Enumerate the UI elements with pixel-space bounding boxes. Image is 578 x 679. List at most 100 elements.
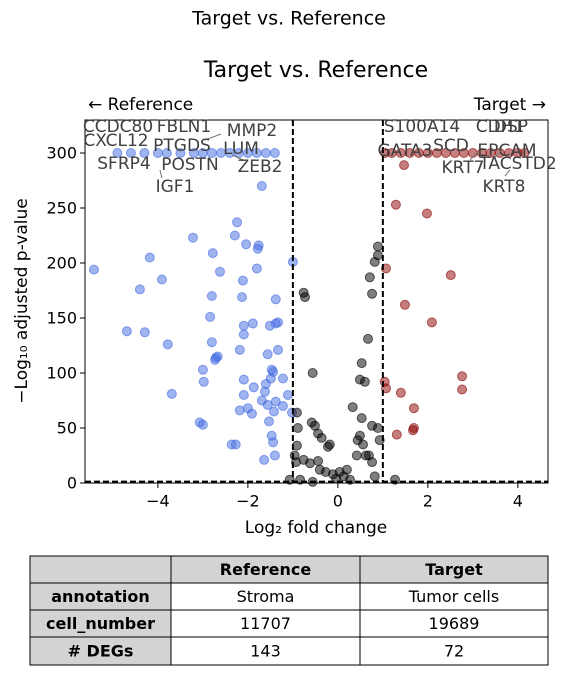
point: [307, 368, 318, 378]
point: [237, 275, 248, 286]
point: [253, 240, 264, 251]
gene-label: SFRP4: [97, 154, 150, 174]
table: Reference Target annotation Stroma Tumor cel…: [29, 555, 549, 666]
point: [369, 471, 380, 482]
x-tick-label: 4: [513, 492, 523, 511]
point: [166, 388, 177, 399]
point: [364, 272, 375, 283]
point: [256, 395, 267, 406]
table-text: 11707: [240, 614, 291, 633]
point: [354, 430, 365, 441]
point: [367, 457, 378, 468]
point: [395, 387, 406, 398]
point: [467, 148, 478, 158]
leader-line: [231, 154, 244, 161]
point: [391, 429, 402, 440]
point: [268, 406, 279, 417]
leader-line: [204, 133, 222, 141]
gene-label: SCD: [433, 136, 469, 156]
gene-label: KRT8: [483, 177, 526, 197]
gene-label: KRT7: [442, 158, 485, 178]
point: [175, 148, 186, 158]
point: [300, 292, 311, 303]
point: [241, 239, 252, 250]
point: [351, 450, 362, 461]
gene-label: FBLN1: [157, 117, 211, 137]
point: [162, 339, 173, 350]
point: [234, 405, 245, 416]
point: [210, 354, 221, 365]
point: [198, 376, 209, 387]
point: [269, 450, 280, 461]
y-tick-label: 150: [46, 309, 77, 328]
point: [262, 349, 273, 360]
point: [390, 199, 401, 210]
gene-label: CXCL12: [83, 131, 148, 151]
table-cell: [29, 555, 172, 584]
point: [246, 408, 257, 419]
leader-line: [469, 151, 479, 161]
x-tick-label: −4: [146, 492, 170, 511]
suptitle: Target vs. Reference: [191, 8, 386, 30]
point: [238, 390, 249, 400]
gene-label: S100A14: [384, 117, 461, 137]
point: [277, 373, 288, 384]
point: [259, 386, 270, 397]
point: [408, 425, 419, 436]
x-tick-label: −2: [236, 492, 260, 511]
point: [316, 432, 327, 443]
point: [229, 230, 240, 241]
gene-label: PTGDS: [153, 136, 211, 156]
point: [363, 333, 374, 344]
point: [341, 464, 352, 475]
point: [399, 160, 410, 171]
table-text: 72: [444, 642, 464, 661]
point: [367, 288, 378, 299]
point: [139, 327, 150, 338]
point: [356, 358, 367, 369]
table-cell: [359, 636, 549, 666]
point: [270, 396, 281, 407]
point: [237, 292, 248, 303]
gene-label: DSP: [494, 117, 528, 137]
point: [313, 456, 324, 466]
y-tick-label: 300: [46, 144, 77, 163]
point: [256, 181, 267, 191]
point: [269, 148, 280, 158]
point: [273, 344, 284, 355]
point: [232, 217, 243, 228]
point: [519, 148, 530, 158]
table-cell: [29, 609, 172, 638]
point: [121, 326, 132, 337]
gene-label: GATA3: [378, 141, 433, 161]
point: [214, 266, 225, 277]
point: [205, 311, 216, 322]
point: [372, 241, 383, 252]
y-axis-label: −Log₁₀ adjusted p-value: [12, 198, 32, 403]
point: [139, 148, 150, 158]
point: [238, 374, 249, 385]
point: [234, 344, 245, 355]
table-text: Target: [425, 560, 483, 579]
gene-label: LUM: [223, 139, 259, 159]
point: [322, 441, 333, 452]
gene-label: MMP2: [227, 121, 277, 141]
point: [156, 274, 167, 285]
table-text: annotation: [51, 587, 150, 606]
axes-frame: [84, 119, 549, 484]
point: [238, 329, 249, 340]
point: [270, 294, 281, 305]
point: [304, 458, 315, 469]
point: [426, 317, 437, 328]
y-tick-label: 200: [46, 254, 77, 273]
x-axis-label: Log₂ fold change: [245, 518, 387, 538]
leader-line: [504, 169, 511, 177]
leader-line: [159, 169, 163, 179]
gene-label: EPCAM: [477, 141, 536, 161]
point: [112, 148, 123, 158]
point: [88, 264, 99, 275]
point: [347, 402, 358, 413]
point: [457, 371, 468, 382]
leader-line: [494, 149, 503, 158]
y-tick-label: 250: [46, 199, 77, 218]
